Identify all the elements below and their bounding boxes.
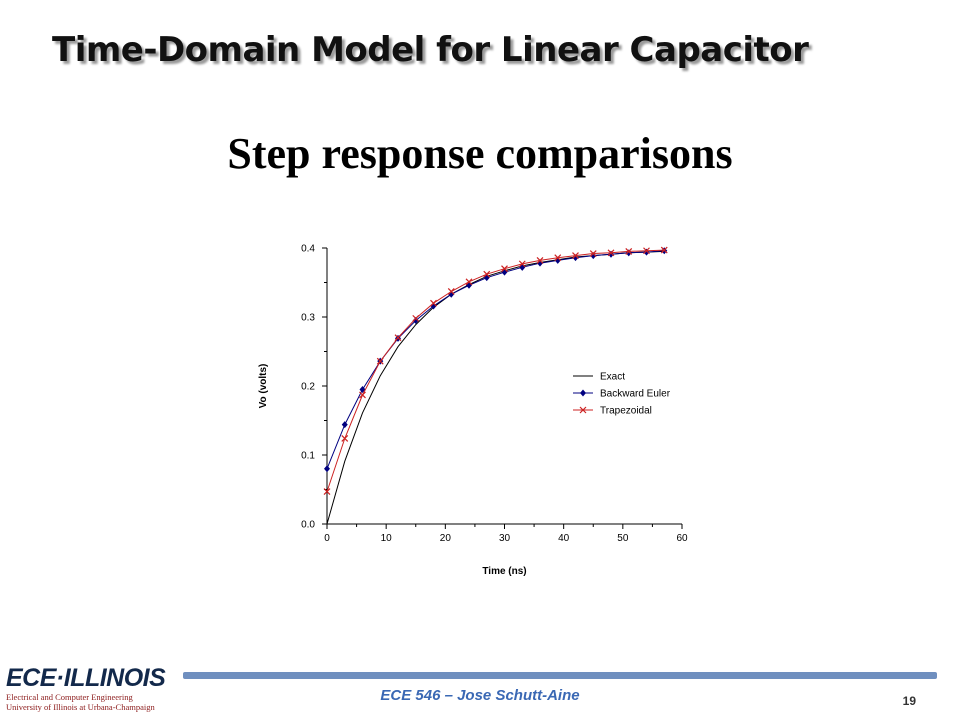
y-tick-label: 0.4 (301, 244, 315, 255)
data-point-trapezoidal (536, 256, 544, 264)
logo-university: University of Illinois at Urbana-Champai… (6, 702, 155, 712)
x-tick-label: 40 (558, 533, 570, 544)
footer-course-text: ECE 546 – Jose Schutt-Aine (380, 687, 580, 704)
y-tick-label: 0.0 (301, 520, 315, 531)
series-line-backward-euler (326, 250, 665, 469)
data-point-backward-euler (590, 252, 597, 260)
data-point-trapezoidal (483, 270, 491, 278)
data-point-backward-euler (608, 250, 614, 258)
data-point-trapezoidal (554, 254, 562, 262)
data-point-trapezoidal (430, 299, 437, 307)
data-point-trapezoidal (341, 435, 349, 442)
data-point-trapezoidal (589, 250, 597, 257)
data-point-trapezoidal (394, 334, 402, 342)
data-point-trapezoidal (518, 260, 526, 268)
footer-divider (183, 672, 937, 679)
data-point-trapezoidal (447, 288, 455, 295)
logo-department: Electrical and Computer Engineering (6, 692, 133, 702)
data-point-trapezoidal (660, 246, 668, 254)
y-tick-label: 0.1 (301, 451, 315, 462)
x-tick-label: 60 (676, 533, 688, 544)
data-point-backward-euler (430, 302, 437, 310)
page-number: 19 (902, 694, 916, 708)
legend-label-exact: Exact (600, 372, 625, 383)
series-line-trapezoidal (326, 249, 665, 492)
y-tick-label: 0.2 (301, 382, 315, 393)
legend-label-backward-euler: Backward Euler (600, 389, 671, 400)
y-tick-label: 0.3 (301, 313, 315, 324)
data-point-backward-euler (625, 249, 632, 257)
data-point-trapezoidal (465, 278, 473, 286)
x-tick-label: 50 (617, 533, 629, 544)
data-point-trapezoidal (625, 248, 633, 255)
data-point-trapezoidal (607, 249, 615, 257)
logo-wordmark: ECE·ILLINOIS (6, 664, 166, 692)
x-tick-label: 30 (499, 533, 511, 544)
x-tick-label: 10 (381, 533, 393, 544)
slide-title: Time-Domain Model for Linear Capacitor (52, 30, 809, 70)
ece-illinois-logo: ECE·ILLINOIS Electrical and Computer Eng… (6, 664, 176, 712)
data-point-trapezoidal (412, 314, 420, 322)
legend-marker-backward-euler (580, 389, 586, 397)
data-point-backward-euler (412, 316, 419, 324)
data-point-backward-euler (324, 465, 330, 473)
data-point-trapezoidal (359, 391, 366, 399)
step-response-chart: 0 10 20 30 40 50 60 0.0 0.1 0.2 0.3 0.4 Time (ns) Vo … (258, 244, 688, 578)
data-point-backward-euler (359, 385, 366, 393)
legend-label-trapezoidal: Trapezoidal (600, 406, 652, 417)
data-point-trapezoidal (323, 488, 331, 495)
x-axis-label: Time (ns) (482, 566, 526, 577)
data-point-trapezoidal (376, 357, 384, 365)
data-point-trapezoidal (501, 265, 508, 273)
data-point-backward-euler (341, 421, 348, 429)
data-point-trapezoidal (572, 252, 579, 260)
legend-marker-trapezoidal (579, 406, 587, 414)
x-tick-label: 20 (440, 533, 452, 544)
data-point-backward-euler (483, 274, 490, 282)
data-point-trapezoidal (643, 247, 650, 255)
data-point-backward-euler (537, 259, 543, 267)
x-tick-label: 0 (324, 533, 330, 544)
slide-subtitle: Step response comparisons (227, 129, 733, 178)
data-point-backward-euler (501, 268, 508, 276)
y-axis-label: Vo (volts) (258, 364, 269, 409)
